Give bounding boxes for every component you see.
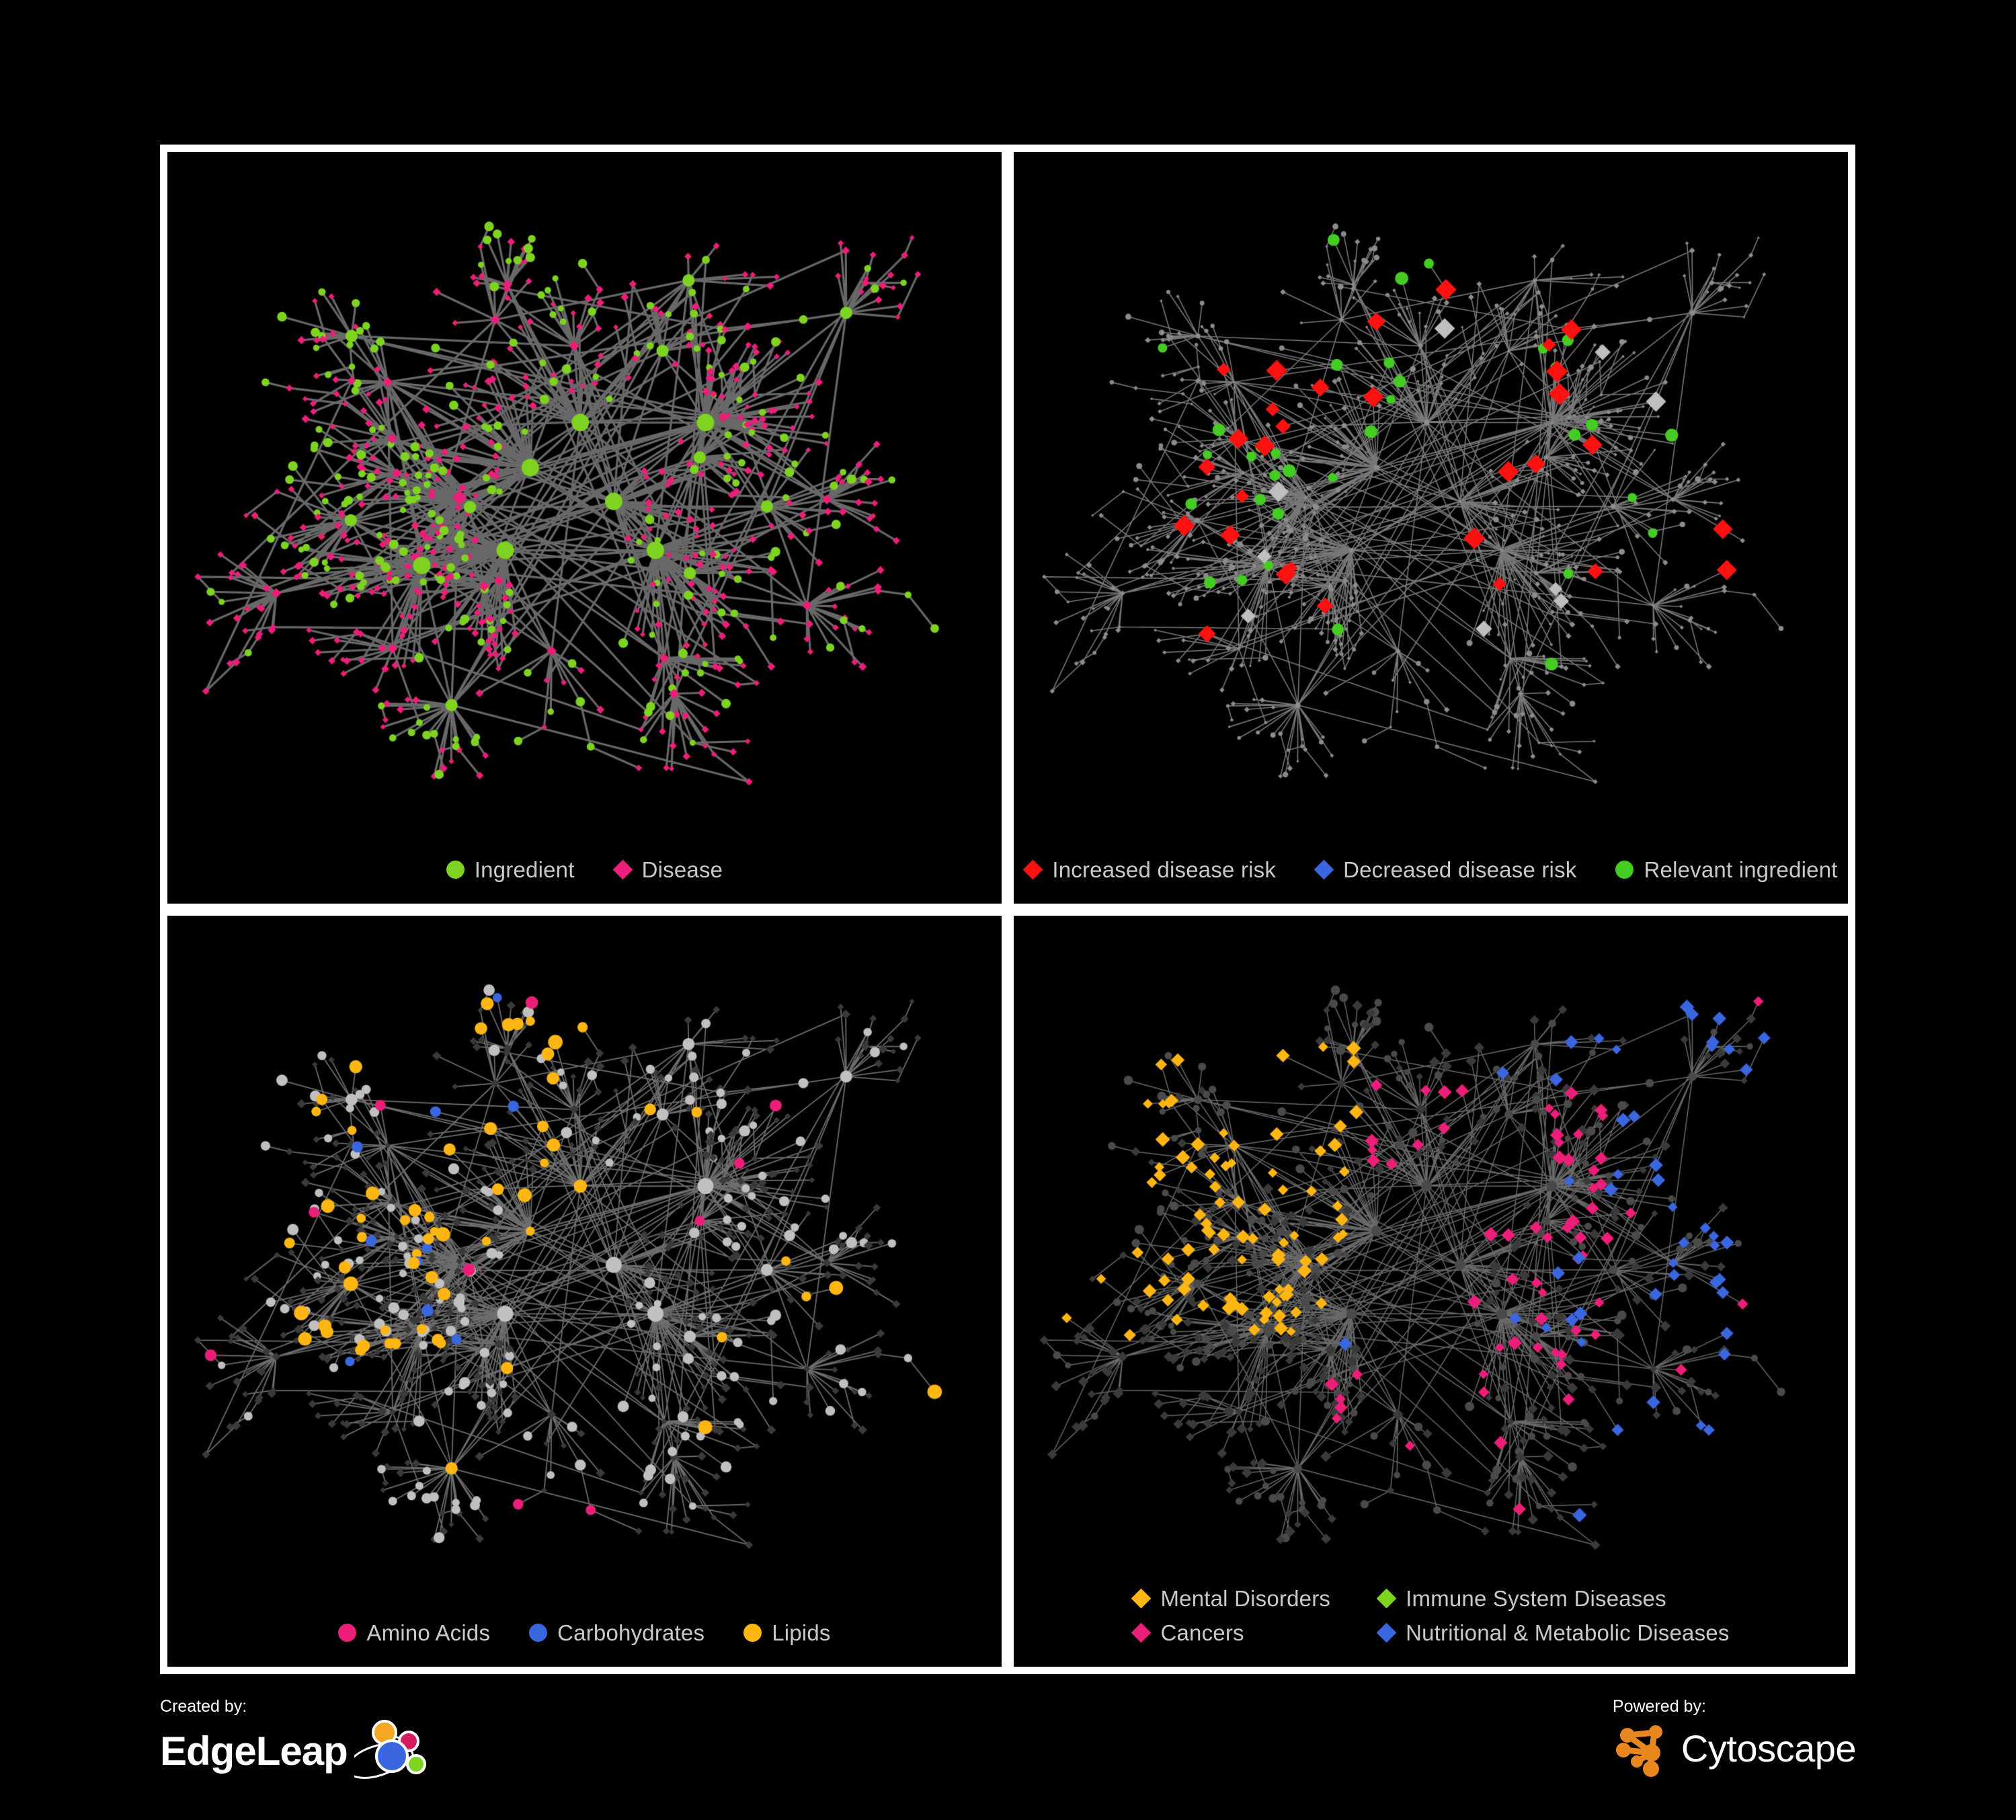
carbohydrates-circle-icon — [529, 1624, 548, 1642]
legend-item-immune-system-diseases[interactable]: Immune System Diseases — [1376, 1586, 1666, 1611]
network-canvas-ingredient-disease[interactable] — [167, 152, 1002, 904]
legend-item-relevant-ingredient[interactable]: Relevant ingredient — [1615, 859, 1837, 881]
amino-acids-circle-icon — [338, 1624, 357, 1642]
network-canvas-disease-class[interactable] — [1014, 915, 1848, 1667]
mental-disorders-diamond-icon — [1131, 1588, 1152, 1609]
cytoscape-wordmark: Cytoscape — [1681, 1727, 1857, 1770]
legend-disease-risk: Increased disease risk Decreased disease… — [1014, 859, 1848, 881]
cancers-diamond-icon — [1131, 1622, 1152, 1643]
legend-label-ingredient: Ingredient — [474, 857, 575, 882]
powered-by-kicker: Powered by: — [1612, 1697, 1706, 1716]
legend-label-amino-acids: Amino Acids — [366, 1620, 491, 1645]
decreased-risk-diamond-icon — [1314, 859, 1334, 879]
legend-item-increased-risk[interactable]: Increased disease risk — [1023, 857, 1277, 882]
legend-item-disease[interactable]: Disease — [612, 857, 723, 882]
panel-ingredient-class[interactable]: Amino Acids Carbohydrates Lipids — [167, 915, 1002, 1667]
legend-label-increased-risk: Increased disease risk — [1052, 857, 1277, 882]
legend-label-relevant-ingredient: Relevant ingredient — [1644, 857, 1838, 882]
disease-diamond-icon — [612, 859, 633, 879]
increased-risk-diamond-icon — [1023, 859, 1043, 879]
legend-label-mental-disorders: Mental Disorders — [1160, 1586, 1331, 1611]
ingredient-circle-icon — [446, 860, 465, 879]
created-by-block: Created by: EdgeLeap — [160, 1698, 428, 1784]
relevant-ingredient-circle-icon — [1615, 860, 1634, 879]
nutritional-metabolic-diamond-icon — [1376, 1622, 1397, 1643]
panel-ingredient-disease[interactable]: Ingredient Disease — [167, 152, 1002, 904]
legend-ingredient-disease: Ingredient Disease — [167, 859, 1002, 881]
legend-item-decreased-risk[interactable]: Decreased disease risk — [1314, 857, 1577, 882]
legend-item-carbohydrates[interactable]: Carbohydrates — [529, 1622, 704, 1644]
panel-disease-risk[interactable]: Increased disease risk Decreased disease… — [1014, 152, 1848, 904]
created-by-kicker: Created by: — [160, 1697, 247, 1716]
legend-item-lipids[interactable]: Lipids — [743, 1622, 830, 1644]
legend-label-carbohydrates: Carbohydrates — [557, 1620, 705, 1645]
edgeleap-node-logo-icon — [354, 1720, 426, 1779]
legend-item-ingredient[interactable]: Ingredient — [446, 859, 575, 881]
legend-label-immune-system-diseases: Immune System Diseases — [1406, 1586, 1666, 1611]
edgeleap-wordmark: EdgeLeap — [160, 1729, 348, 1774]
cytoscape-logo-row[interactable]: Cytoscape — [1613, 1719, 1857, 1778]
network-canvas-disease-risk[interactable] — [1014, 152, 1848, 904]
panel-disease-class[interactable]: Mental Disorders Immune System Diseases … — [1014, 915, 1848, 1667]
legend-label-decreased-risk: Decreased disease risk — [1343, 857, 1577, 882]
legend-label-disease: Disease — [641, 857, 723, 882]
network-canvas-ingredient-class[interactable] — [167, 915, 1002, 1667]
legend-ingredient-class: Amino Acids Carbohydrates Lipids — [167, 1622, 1002, 1644]
immune-system-diamond-icon — [1376, 1588, 1397, 1609]
legend-item-amino-acids[interactable]: Amino Acids — [338, 1622, 490, 1644]
legend-item-mental-disorders[interactable]: Mental Disorders — [1131, 1586, 1331, 1611]
cytoscape-node-logo-icon — [1615, 1725, 1662, 1777]
legend-disease-class: Mental Disorders Immune System Diseases … — [1014, 1587, 1848, 1644]
legend-label-nutritional-metabolic-diseases: Nutritional & Metabolic Diseases — [1406, 1620, 1730, 1645]
legend-item-nutritional-metabolic-diseases[interactable]: Nutritional & Metabolic Diseases — [1376, 1620, 1730, 1645]
lipids-circle-icon — [743, 1624, 762, 1642]
figure-footer: Created by: EdgeLeap Powered by: — [160, 1694, 1857, 1805]
powered-by-block: Powered by: Cytoscape — [1612, 1697, 1857, 1778]
legend-label-lipids: Lipids — [772, 1620, 831, 1645]
legend-item-cancers[interactable]: Cancers — [1131, 1620, 1244, 1645]
figure-panel-grid: Ingredient Disease Increased disease ris… — [160, 145, 1855, 1674]
legend-label-cancers: Cancers — [1160, 1620, 1244, 1645]
edgeleap-logo-row[interactable]: EdgeLeap — [160, 1719, 428, 1784]
